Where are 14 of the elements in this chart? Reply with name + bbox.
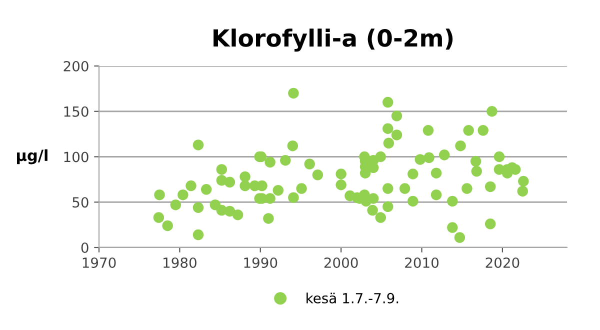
x-tick-label: 1980	[164, 257, 196, 268]
x-tick-label: 2000	[324, 257, 358, 268]
x-tick-label: 1990	[244, 257, 278, 268]
y-tick-label: 100	[64, 152, 88, 162]
x-tick-label: 1970	[82, 257, 116, 268]
y-tick-label: 50	[72, 197, 88, 208]
y-tick-label: 0	[81, 242, 88, 253]
x-tick-label: 2010	[405, 257, 439, 268]
legend-label: kesä 1.7.-7.9.	[306, 292, 398, 304]
y-tick-label: 150	[64, 106, 88, 117]
x-tick-label: 2020	[486, 257, 520, 268]
y-axis-title: µg/l	[17, 149, 48, 164]
chart-title: Klorofylli-a (0-2m)	[214, 28, 453, 52]
y-tick-label: 200	[64, 60, 88, 72]
